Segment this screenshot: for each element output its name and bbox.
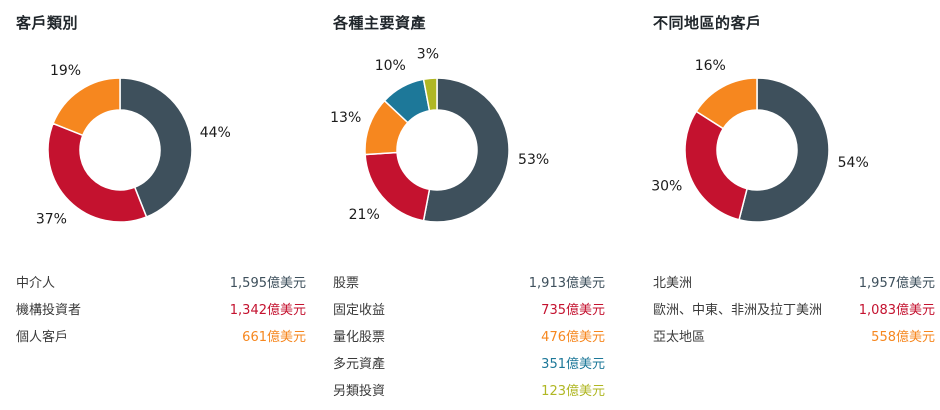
- legend-row: 機構投資者 1,342億美元: [16, 299, 306, 326]
- slice-percent-label: 3%: [417, 46, 439, 62]
- legend-row: 個人客戶 661億美元: [16, 326, 306, 353]
- donut-slice: [695, 77, 758, 130]
- donut-slice: [738, 77, 830, 223]
- legend-label: 亞太地區: [653, 330, 706, 345]
- donut-slice: [119, 77, 193, 218]
- donut-chart: 53% 21% 13% 10% 3%: [330, 46, 549, 223]
- legend-value: 1,083億美元: [858, 303, 935, 318]
- donut-slice: [52, 77, 121, 137]
- legend-value: 1,913億美元: [528, 276, 605, 291]
- slice-percent-label: 13%: [330, 110, 361, 126]
- legend-value: 1,595億美元: [229, 276, 306, 291]
- legend-value: 1,957億美元: [858, 276, 935, 291]
- legend-value: 351億美元: [541, 357, 605, 372]
- chart-title: 客戶類別: [16, 14, 79, 32]
- donut-chart: 44% 37% 19%: [36, 63, 231, 228]
- slice-percent-label: 19%: [50, 63, 81, 79]
- slice-percent-label: 30%: [651, 179, 682, 195]
- chart-legend: 北美洲 1,957億美元歐洲、中東、非洲及拉丁美洲 1,083億美元亞太地區 558億…: [653, 272, 935, 353]
- legend-label: 北美洲: [653, 276, 693, 291]
- slice-percent-label: 44%: [200, 125, 231, 141]
- legend-value: 558億美元: [871, 330, 935, 345]
- legend-row: 固定收益 735億美元: [333, 299, 605, 326]
- legend-value: 661億美元: [242, 330, 306, 345]
- slice-percent-label: 16%: [695, 58, 726, 74]
- donut-slice: [422, 77, 438, 112]
- legend-row: 股票 1,913億美元: [333, 272, 605, 299]
- donut-slice: [422, 77, 510, 223]
- chart-title: 不同地區的客戶: [653, 14, 762, 32]
- legend-value: 735億美元: [541, 303, 605, 318]
- legend-label: 多元資產: [333, 357, 386, 372]
- donut-chart: 54% 30% 16%: [651, 58, 869, 223]
- slice-percent-label: 10%: [375, 58, 406, 74]
- legend-label: 個人客戶: [16, 330, 69, 345]
- slice-percent-label: 54%: [838, 155, 869, 171]
- legend-value: 476億美元: [541, 330, 605, 345]
- legend-label: 另類投資: [333, 384, 386, 399]
- legend-row: 多元資產 351億美元: [333, 353, 605, 380]
- legend-label: 固定收益: [333, 303, 386, 318]
- legend-row: 中介人 1,595億美元: [16, 272, 306, 299]
- legend-row: 量化股票 476億美元: [333, 326, 605, 353]
- chart-column: 客戶類別 44% 37% 19% 中介人 1,595億美元機構投資者 1,342億美元個人客…: [16, 12, 306, 353]
- chart-legend: 股票 1,913億美元固定收益 735億美元量化股票 476億美元多元資產 351億美元…: [333, 272, 605, 407]
- legend-label: 歐洲、中東、非洲及拉丁美洲: [653, 303, 823, 318]
- legend-label: 中介人: [16, 276, 56, 291]
- chart-title: 各種主要資產: [333, 14, 427, 32]
- legend-row: 另類投資 123億美元: [333, 380, 605, 407]
- chart-column: 各種主要資產 53% 21% 13% 10% 3% 股票 1,913億美元固定收益 735億美元…: [330, 12, 605, 407]
- chart-column: 不同地區的客戶 54% 30% 16% 北美洲 1,957億美元歐洲、中東、非洲及拉丁美洲…: [651, 12, 935, 353]
- slice-percent-label: 37%: [36, 212, 67, 228]
- legend-row: 歐洲、中東、非洲及拉丁美洲 1,083億美元: [653, 299, 935, 326]
- donut-slice: [684, 110, 748, 221]
- legend-value: 123億美元: [541, 384, 605, 399]
- chart-legend: 中介人 1,595億美元機構投資者 1,342億美元個人客戶 661億美元: [16, 272, 306, 353]
- legend-label: 量化股票: [333, 330, 386, 345]
- slice-percent-label: 53%: [518, 152, 549, 168]
- donut-slice: [47, 122, 148, 223]
- legend-row: 亞太地區 558億美元: [653, 326, 935, 353]
- charts-row: 客戶類別 44% 37% 19% 中介人 1,595億美元機構投資者 1,342億美元個人客…: [16, 12, 940, 407]
- legend-value: 1,342億美元: [229, 303, 306, 318]
- legend-label: 機構投資者: [16, 303, 82, 318]
- slice-percent-label: 21%: [349, 207, 380, 223]
- legend-label: 股票: [333, 276, 360, 291]
- legend-row: 北美洲 1,957億美元: [653, 272, 935, 299]
